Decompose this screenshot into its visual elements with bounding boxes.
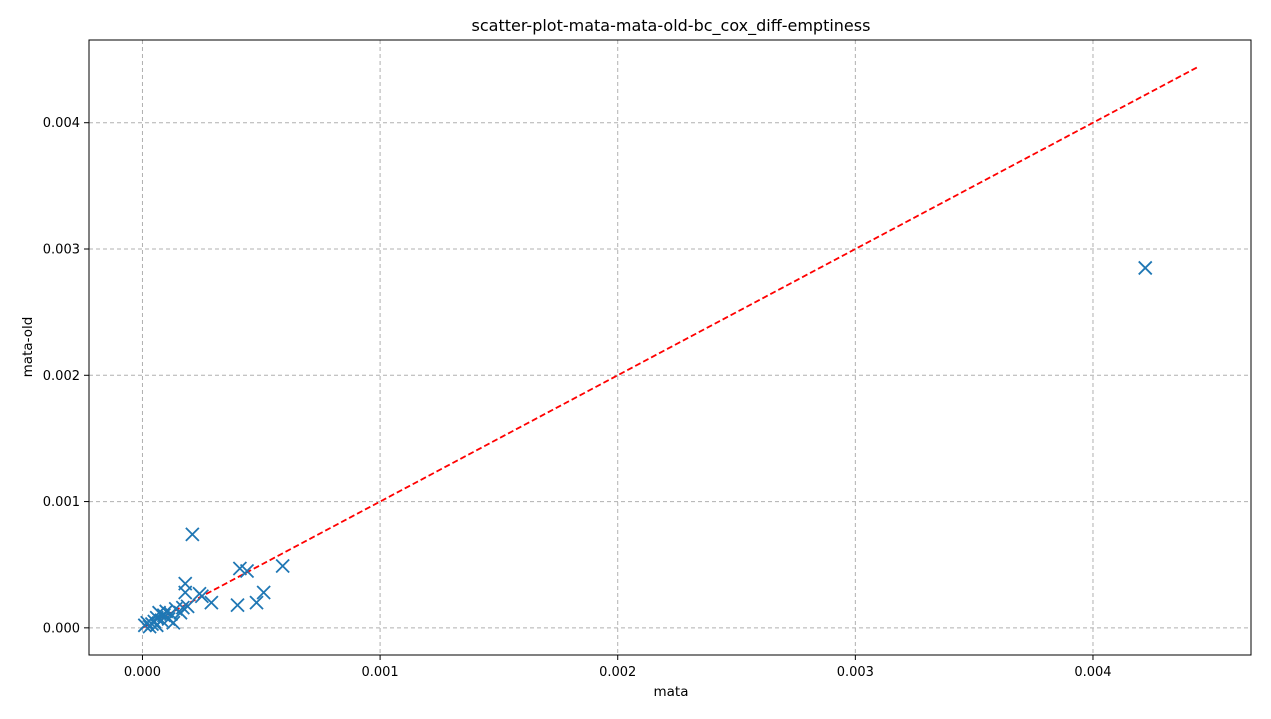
data-point-x-marker — [239, 563, 255, 579]
reference-line-layer — [142, 66, 1198, 629]
y-axis-ticks: 0.000 0.001 0.002 0.003 0.004 — [43, 116, 89, 636]
x-axis-ticks: 0.000 0.001 0.002 0.003 0.004 — [124, 655, 1112, 680]
data-point-x-marker — [249, 595, 264, 610]
y-tick-label: 0.002 — [43, 369, 80, 384]
grid — [89, 40, 1251, 655]
data-point-x-marker — [175, 600, 190, 615]
x-tick-label: 0.003 — [837, 665, 874, 680]
x-tick-label: 0.000 — [124, 665, 161, 680]
reference-line — [142, 66, 1198, 629]
y-tick-label: 0.003 — [43, 242, 80, 257]
x-axis-label: mata — [654, 684, 689, 700]
data-point-x-marker — [178, 576, 193, 591]
data-point-x-marker — [159, 604, 174, 619]
x-tick-label: 0.001 — [361, 665, 398, 680]
y-tick-label: 0.001 — [43, 495, 80, 510]
y-tick-label: 0.004 — [43, 116, 80, 131]
x-tick-label: 0.002 — [599, 665, 636, 680]
scatter-points — [137, 260, 1153, 634]
y-axis-label: mata-old — [20, 317, 36, 378]
data-point-x-marker — [230, 597, 245, 613]
chart-title: scatter-plot-mata-mata-old-bc_cox_diff-e… — [472, 16, 871, 36]
data-point-x-marker — [275, 558, 290, 574]
data-point-x-marker — [166, 615, 181, 630]
data-point-x-marker — [1138, 260, 1153, 276]
data-point-x-marker — [194, 589, 210, 604]
data-point-x-marker — [204, 595, 219, 610]
plot-frame — [88, 39, 1252, 656]
x-tick-label: 0.004 — [1074, 665, 1111, 680]
data-point-x-marker — [256, 585, 271, 600]
data-point-x-marker — [180, 599, 195, 614]
data-point-x-marker — [185, 527, 200, 542]
y-tick-label: 0.000 — [43, 621, 80, 636]
